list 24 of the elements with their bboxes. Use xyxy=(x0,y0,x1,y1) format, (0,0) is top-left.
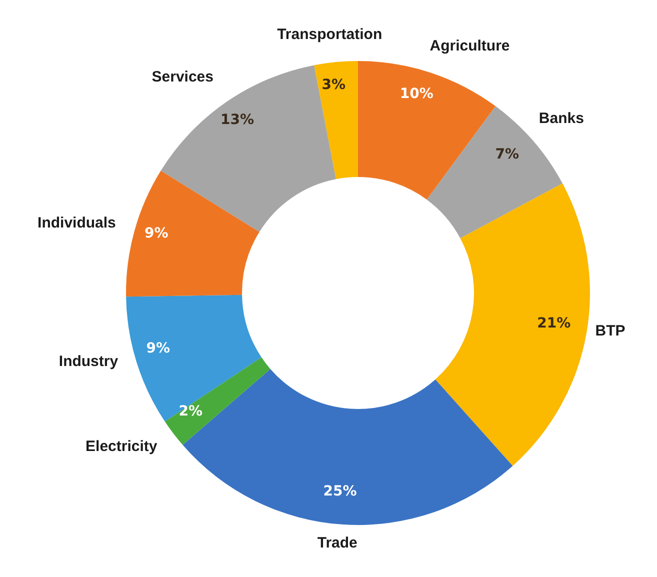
donut-slice xyxy=(314,61,358,180)
slice-label: Banks xyxy=(538,110,584,127)
donut-slice xyxy=(358,61,496,200)
data-label: 9% xyxy=(144,226,168,242)
slice-label: Electricity xyxy=(86,438,158,455)
slice-label: Services xyxy=(152,68,214,86)
data-label: 21% xyxy=(537,315,571,332)
data-label: 10% xyxy=(400,86,434,102)
slice-label: Industry xyxy=(58,353,119,370)
slice-label: Transportation xyxy=(277,26,382,44)
donut-slice xyxy=(126,170,260,297)
slice-label: Individuals xyxy=(38,214,116,232)
slice-label: Trade xyxy=(317,534,358,552)
data-label: 13% xyxy=(220,112,254,128)
slice-label: Agriculture xyxy=(430,37,510,54)
data-label: 9% xyxy=(146,340,170,357)
donut-slice xyxy=(435,183,590,466)
data-label: 3% xyxy=(322,76,346,93)
donut-slice xyxy=(126,294,262,422)
data-label: 25% xyxy=(323,484,357,500)
data-label: 2% xyxy=(178,404,203,420)
donut-slice xyxy=(164,357,270,445)
data-label: 7% xyxy=(495,146,520,162)
slice-label: BTP xyxy=(595,322,626,340)
